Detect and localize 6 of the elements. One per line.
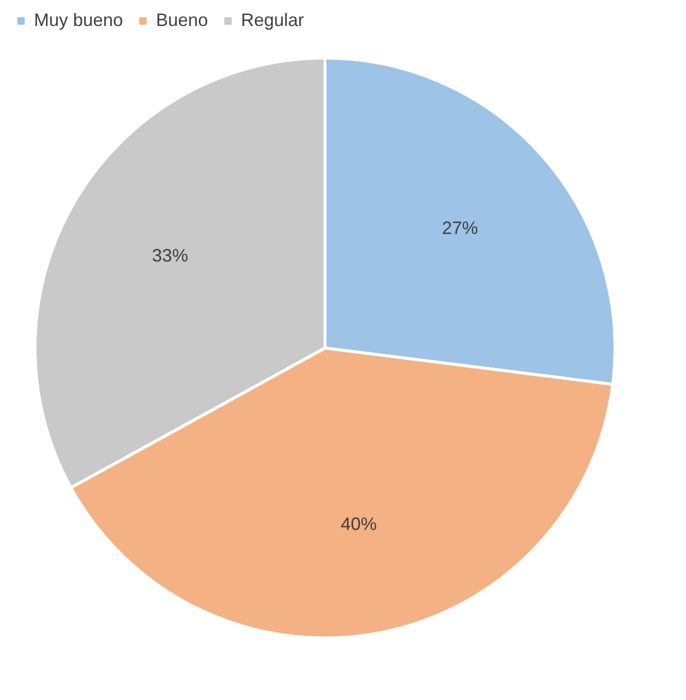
legend-label: Bueno: [156, 10, 208, 30]
data-label: 40%: [340, 514, 377, 534]
data-label: 33%: [152, 245, 188, 266]
legend-label: Regular: [241, 10, 304, 30]
legend-label: Muy bueno: [34, 10, 124, 30]
data-label: 27%: [442, 218, 478, 238]
